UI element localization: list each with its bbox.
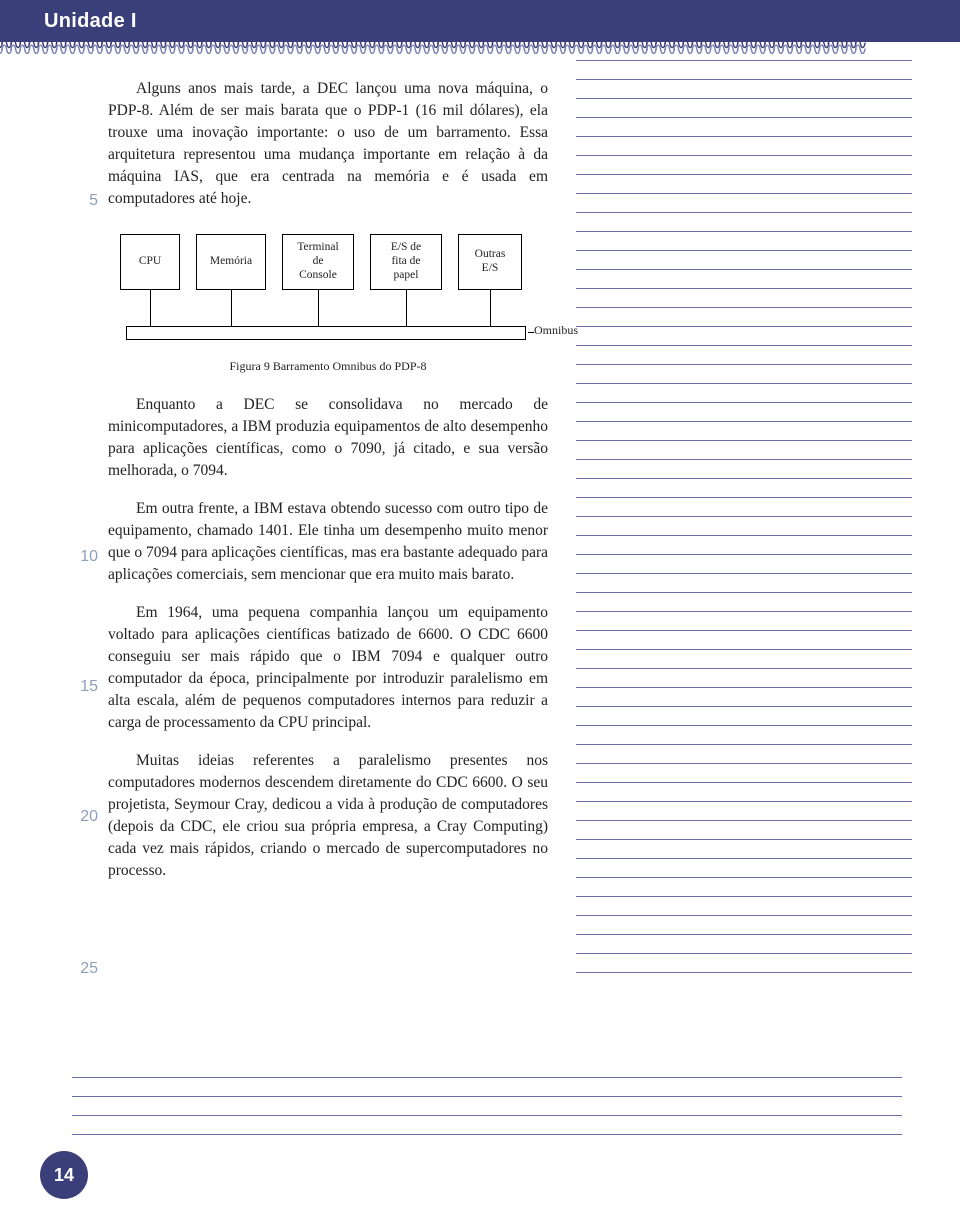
diagram-stem: [406, 290, 407, 326]
note-rule: [576, 649, 912, 650]
unit-header: Unidade I: [0, 0, 960, 42]
note-rule: [576, 497, 912, 498]
note-rule: [576, 136, 912, 137]
note-rule: [576, 383, 912, 384]
note-rule: [576, 725, 912, 726]
note-rule: [576, 516, 912, 517]
header-wave-decoration: ∿∿∿∿∿∿∿∿∿∿∿∿∿∿∿∿∿∿∿∿∿∿∿∿∿∿∿∿∿∿∿∿∿∿∿∿∿∿∿∿…: [0, 40, 960, 54]
note-rule: [576, 592, 912, 593]
paragraph-5: Muitas ideias referentes a paralelismo p…: [108, 750, 548, 882]
line-marker-20: 20: [80, 808, 98, 826]
line-marker-25: 25: [80, 960, 98, 978]
note-rule: [576, 858, 912, 859]
note-rule: [576, 744, 912, 745]
bottom-rule-lines: [72, 1077, 902, 1153]
line-marker-10: 10: [80, 548, 98, 566]
diagram-box-memoria: Memória: [196, 234, 266, 290]
note-rule: [576, 193, 912, 194]
note-rule: [576, 174, 912, 175]
note-rule: [576, 953, 912, 954]
note-rule: [576, 288, 912, 289]
note-rule: [576, 972, 912, 973]
bottom-rule: [72, 1096, 902, 1097]
page-number-badge: 14: [40, 1151, 88, 1199]
note-rule: [576, 307, 912, 308]
paragraph-2: Enquanto a DEC se consolidava no mercado…: [108, 394, 548, 482]
page-number: 14: [54, 1165, 74, 1186]
diagram-bus-bar: [126, 326, 526, 340]
note-rule: [576, 459, 912, 460]
bottom-rule: [72, 1134, 902, 1135]
note-rule: [576, 231, 912, 232]
diagram-box-terminal: TerminaldeConsole: [282, 234, 354, 290]
note-rule: [576, 345, 912, 346]
note-rule: [576, 782, 912, 783]
main-text-column: Alguns anos mais tarde, a DEC lançou uma…: [108, 78, 548, 882]
note-rule: [576, 212, 912, 213]
diagram-stem: [150, 290, 151, 326]
note-rule: [576, 706, 912, 707]
note-rule: [576, 630, 912, 631]
diagram-stem: [231, 290, 232, 326]
note-rule: [576, 934, 912, 935]
note-rule: [576, 60, 912, 61]
note-rule: [576, 573, 912, 574]
paragraph-4: Em 1964, uma pequena companhia lançou um…: [108, 602, 548, 734]
note-rule: [576, 839, 912, 840]
bottom-rule: [72, 1115, 902, 1116]
paragraph-1: Alguns anos mais tarde, a DEC lançou uma…: [108, 78, 548, 210]
note-rule: [576, 535, 912, 536]
note-rule: [576, 554, 912, 555]
paragraph-3: Em outra frente, a IBM estava obtendo su…: [108, 498, 548, 586]
diagram-stem: [490, 290, 491, 326]
note-rule: [576, 668, 912, 669]
note-rule: [576, 440, 912, 441]
note-rule: [576, 155, 912, 156]
diagram-box-es-fita: E/S defita depapel: [370, 234, 442, 290]
note-rule: [576, 117, 912, 118]
note-rule: [576, 687, 912, 688]
note-rule: [576, 364, 912, 365]
line-marker-5: 5: [89, 192, 98, 210]
diagram-bus-label: Omnibus: [534, 322, 578, 339]
note-rule: [576, 250, 912, 251]
note-rule: [576, 801, 912, 802]
diagram-caption: Figura 9 Barramento Omnibus do PDP-8: [108, 358, 548, 375]
note-rule: [576, 478, 912, 479]
diagram-stem: [318, 290, 319, 326]
line-marker-15: 15: [80, 678, 98, 696]
note-rule: [576, 79, 912, 80]
diagram-box-outras: OutrasE/S: [458, 234, 522, 290]
unit-title: Unidade I: [44, 10, 137, 33]
note-rule: [576, 915, 912, 916]
note-rule: [576, 763, 912, 764]
note-rule: [576, 820, 912, 821]
note-rule: [576, 98, 912, 99]
note-rule: [576, 402, 912, 403]
bus-diagram: CPU Memória TerminaldeConsole E/S defita…: [108, 226, 548, 376]
note-rule: [576, 421, 912, 422]
notes-rule-column: [576, 60, 912, 991]
bottom-rule: [72, 1077, 902, 1078]
note-rule: [576, 877, 912, 878]
note-rule: [576, 326, 912, 327]
diagram-box-cpu: CPU: [120, 234, 180, 290]
note-rule: [576, 611, 912, 612]
note-rule: [576, 269, 912, 270]
note-rule: [576, 896, 912, 897]
